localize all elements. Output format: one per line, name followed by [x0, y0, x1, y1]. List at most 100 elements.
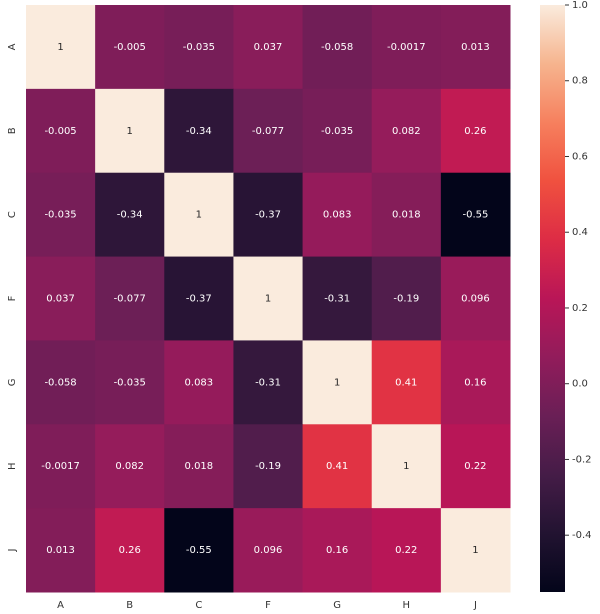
cell-label: 0.083: [185, 377, 214, 388]
cell-label: -0.34: [117, 210, 143, 221]
heatmap-cell: [371, 172, 442, 258]
cell-label: 0.082: [115, 461, 144, 472]
x-tick-label: C: [195, 600, 202, 611]
cell-label: 0.096: [254, 545, 283, 556]
colorbar-tick-label: 1.0: [572, 0, 588, 11]
cell-label: 0.41: [395, 377, 417, 388]
cell-label: -0.035: [321, 126, 353, 137]
cell-label: 1: [265, 294, 271, 305]
x-tick-label: A: [57, 600, 64, 611]
heatmap-cell: [371, 424, 442, 509]
cell-label: 1: [196, 210, 202, 221]
heatmap-cell: [440, 5, 511, 90]
heatmap-cell: [371, 256, 442, 341]
heatmap-cell: [302, 424, 373, 509]
heatmap-cell: [233, 340, 304, 425]
heatmap-cell: [302, 256, 373, 341]
cell-label: -0.005: [44, 126, 76, 137]
colorbar-tick-label: -0.2: [572, 454, 592, 465]
colorbar-tick-label: 0.4: [572, 227, 588, 238]
cell-label: 0.083: [323, 210, 352, 221]
heatmap-cell: [302, 340, 373, 425]
heatmap-cell: [233, 508, 304, 593]
heatmap-cell: [233, 5, 304, 90]
x-tick-label: F: [265, 600, 271, 611]
cell-label: 1: [334, 377, 340, 388]
heatmap-cell: [164, 256, 234, 341]
colorbar: [540, 5, 565, 592]
cell-label: -0.035: [114, 377, 146, 388]
heatmap-cell: [233, 256, 304, 341]
heatmap-cell: [233, 88, 304, 174]
y-tick-label: A: [7, 43, 18, 50]
cell-label: -0.035: [183, 42, 215, 53]
heatmap-cell: [95, 5, 165, 90]
heatmap-cell: [95, 256, 165, 341]
heatmap-cell: [302, 172, 373, 258]
y-tick-label: G: [7, 378, 18, 386]
cell-label: 0.082: [392, 126, 421, 137]
cell-label: -0.005: [114, 42, 146, 53]
x-tick-label: H: [403, 600, 411, 611]
heatmap-cell: [371, 508, 442, 593]
heatmap-cell: [164, 340, 234, 425]
x-tick-label: J: [473, 600, 477, 611]
heatmap-cell: [440, 508, 511, 593]
heatmap-cell: [26, 508, 96, 593]
heatmap-cell: [371, 5, 442, 90]
y-tick-label: F: [7, 295, 18, 301]
heatmap-cell: [26, 256, 96, 341]
cell-label: -0.19: [393, 294, 419, 305]
x-tick-label: B: [126, 600, 133, 611]
cell-label: -0.31: [255, 377, 281, 388]
heatmap-cell: [440, 172, 511, 258]
x-tick-label: G: [333, 600, 341, 611]
heatmap-cell: [164, 88, 234, 174]
heatmap-cell: [440, 256, 511, 341]
cell-label: 1: [403, 461, 409, 472]
cell-label: -0.058: [44, 377, 76, 388]
cell-label: 1: [127, 126, 133, 137]
cell-label: 0.013: [461, 42, 490, 53]
heatmap-cell: [95, 508, 165, 593]
heatmap-cell: [302, 88, 373, 174]
heatmap-cell: [26, 88, 96, 174]
cell-label: 0.26: [464, 126, 486, 137]
cell-label: 0.22: [464, 461, 486, 472]
heatmap-cell: [440, 340, 511, 425]
y-tick-label: H: [7, 462, 18, 470]
cell-label: -0.077: [252, 126, 284, 137]
heatmap-cell: [302, 5, 373, 90]
cell-label: -0.0017: [41, 461, 80, 472]
cell-label: -0.035: [44, 210, 76, 221]
cell-label: -0.55: [186, 545, 212, 556]
cell-label: -0.55: [462, 210, 488, 221]
cell-label: -0.0017: [387, 42, 426, 53]
cell-label: 0.037: [46, 294, 75, 305]
cell-label: 1: [472, 545, 478, 556]
cell-label: 0.037: [254, 42, 283, 53]
colorbar-tick-label: 0.2: [572, 303, 588, 314]
colorbar-tick-label: 0.8: [572, 76, 588, 87]
y-tick-label: J: [7, 549, 18, 553]
heatmap-cell: [95, 88, 165, 174]
cell-label: 0.16: [464, 377, 486, 388]
cell-label: 0.096: [461, 294, 490, 305]
heatmap-cell: [95, 424, 165, 509]
cell-label: 0.013: [46, 545, 75, 556]
cell-label: -0.34: [186, 126, 212, 137]
cell-label: -0.19: [255, 461, 281, 472]
heatmap-cell: [440, 424, 511, 509]
heatmap-cell: [440, 88, 511, 174]
heatmap-cell: [233, 172, 304, 258]
heatmap-cell: [26, 5, 96, 90]
heatmap-cell: [164, 5, 234, 90]
cell-label: 1: [57, 42, 63, 53]
cell-label: 0.018: [392, 210, 421, 221]
cell-label: 0.41: [326, 461, 348, 472]
cell-label: -0.077: [114, 294, 146, 305]
cell-label: 0.26: [119, 545, 141, 556]
cell-label: 0.018: [185, 461, 214, 472]
heatmap-cell: [26, 424, 96, 509]
heatmap-cell: [371, 340, 442, 425]
